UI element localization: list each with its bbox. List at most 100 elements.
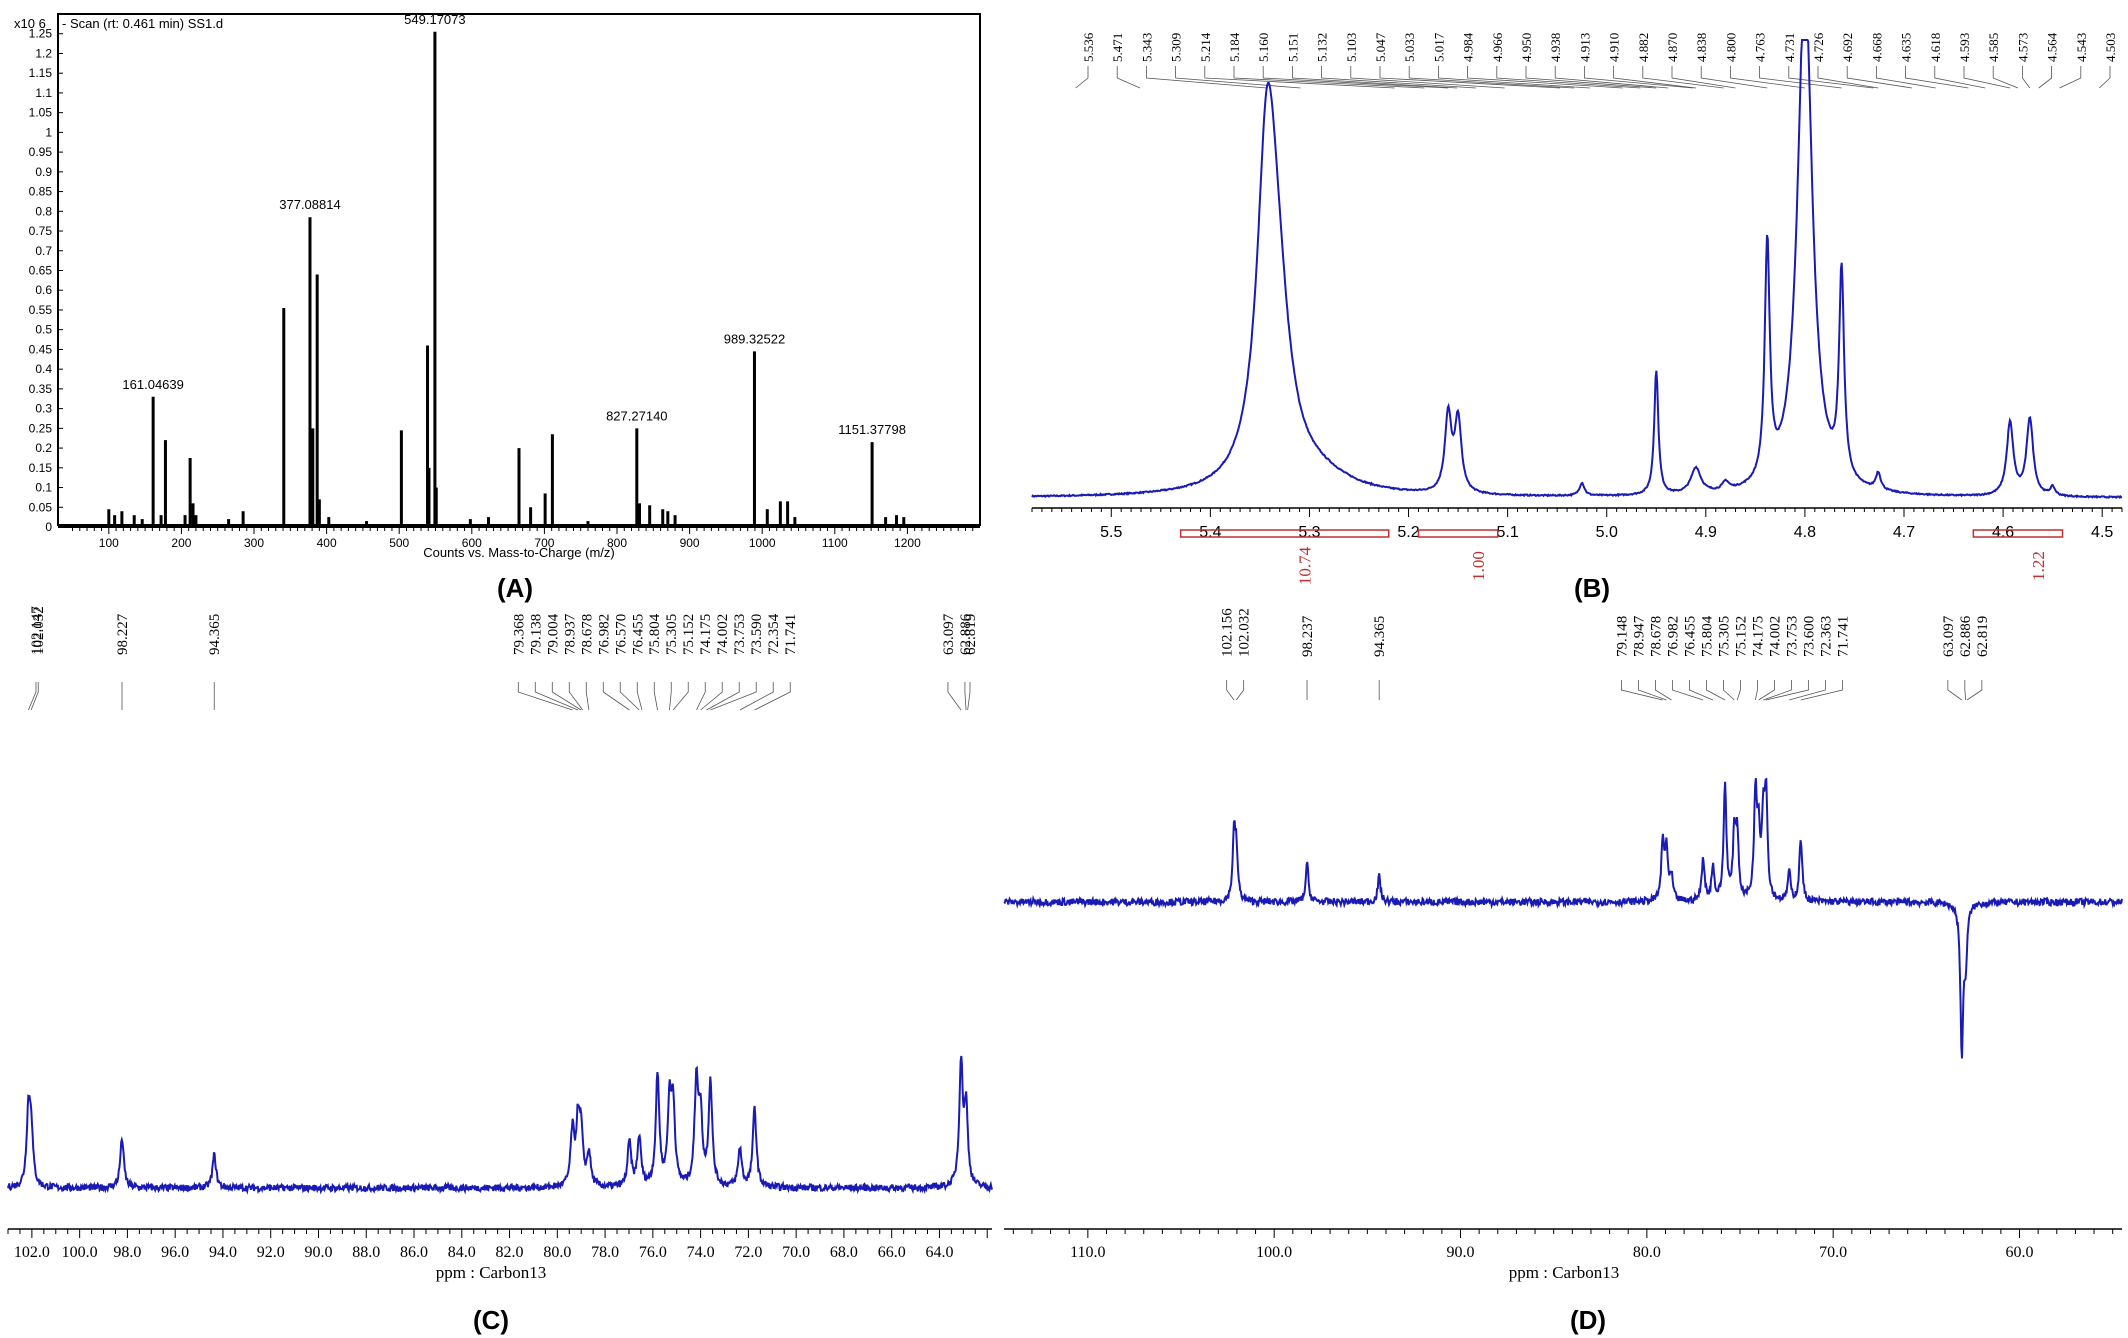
peak-list-leader xyxy=(1321,66,1476,89)
peak-list-label: 4.503 xyxy=(2103,33,2118,62)
peak-list-leader xyxy=(1934,66,1986,89)
peak-list-leader xyxy=(1817,66,1879,89)
peak-list-label: 4.882 xyxy=(1636,33,1651,62)
peak-list-leader xyxy=(2022,66,2031,89)
peak-list-label: 63.097 xyxy=(1941,615,1957,657)
peak-list-label: 79.148 xyxy=(1614,616,1630,657)
peak-list-label: 4.585 xyxy=(1986,33,2001,62)
peak-list-leader xyxy=(1146,66,1267,89)
x-tick-label: 70.0 xyxy=(782,1244,810,1261)
x-tick-label: 68.0 xyxy=(830,1244,858,1261)
peak-list-leader xyxy=(568,682,584,711)
peak-list-label: 5.471 xyxy=(1110,33,1125,62)
x-tick-label: 102.0 xyxy=(14,1244,50,1261)
x-tick-label: 60.0 xyxy=(2006,1244,2034,1261)
peak-list-label: 4.763 xyxy=(1753,33,1768,62)
peak-list-leader xyxy=(710,682,757,711)
x-tick-label: 78.0 xyxy=(591,1244,619,1261)
y-tick-label: 0.85 xyxy=(29,185,53,199)
peak-list-label: 4.800 xyxy=(1723,33,1738,62)
panel-d-caption: (D) xyxy=(1570,1305,1606,1335)
peak-list-label: 5.536 xyxy=(1081,32,1096,62)
peak-list-label: 74.175 xyxy=(698,614,714,655)
peak-list-leader xyxy=(1379,66,1561,89)
peak-list-label: 5.343 xyxy=(1139,33,1154,62)
x-tick-label: 80.0 xyxy=(1633,1244,1661,1261)
y-tick-label: 0.65 xyxy=(29,264,53,278)
panel-d-x-label: ppm : Carbon13 xyxy=(1509,1263,1620,1282)
peak-list-label: 62.886 xyxy=(958,613,974,655)
peak-list-leader xyxy=(696,682,706,711)
peak-list-label: 78.678 xyxy=(579,614,595,655)
peak-list-label: 76.982 xyxy=(1665,616,1681,657)
peak-list-leader xyxy=(28,682,37,711)
peak-list-label: 4.910 xyxy=(1607,33,1622,62)
y-tick-label: 0.8 xyxy=(35,204,52,218)
x-tick-label: 100.0 xyxy=(62,1244,98,1261)
x-tick-label: 82.0 xyxy=(496,1244,524,1261)
x-tick-label: 80.0 xyxy=(543,1244,571,1261)
peak-list-label: 102.156 xyxy=(1220,608,1236,657)
peak-list-label: 5.184 xyxy=(1227,32,1242,62)
peak-list-leader xyxy=(739,682,774,711)
peak-list-label: 74.175 xyxy=(1750,616,1766,657)
peak-list-leader xyxy=(1705,680,1726,701)
panel-b-1h-nmr: 5.536 5.471 5.343 5.309 5.214 5.184 5.160 5.151… xyxy=(1031,32,2123,603)
peak-list-label: 72.354 xyxy=(766,613,782,655)
peak-list-leader xyxy=(1438,66,1590,89)
x-tick-label: 64.0 xyxy=(925,1244,953,1261)
peak-list-leader xyxy=(2098,66,2111,89)
peak-list-leader xyxy=(1613,66,1696,89)
peak-list-label: 79.138 xyxy=(528,614,544,655)
peak-list-label: 5.017 xyxy=(1431,32,1446,62)
panel-c-x-label: ppm : Carbon13 xyxy=(436,1263,547,1282)
peak-list-label: 71.741 xyxy=(1835,616,1851,657)
peak-list-leader xyxy=(1262,66,1449,89)
x-tick-label: 5.4 xyxy=(1199,524,1221,541)
peak-list-label: 98.227 xyxy=(115,613,131,655)
y-tick-label: 0.5 xyxy=(35,323,52,337)
panel-d-dept-nmr: 102.156 102.032 98.237 94.365 79.148 78.947 78… xyxy=(1003,608,2123,1335)
panel-a-y-multiplier: x10 6 xyxy=(14,16,46,31)
peak-list-label: 102.032 xyxy=(1237,608,1253,657)
y-tick-label: 0.6 xyxy=(35,283,52,297)
y-tick-label: 0.1 xyxy=(35,481,52,495)
x-tick-label: 5.2 xyxy=(1397,524,1419,541)
x-tick-label: 4.5 xyxy=(2091,524,2113,541)
peak-list-label: 94.365 xyxy=(207,614,223,655)
peak-list-label: 75.305 xyxy=(664,614,680,655)
y-tick-label: 0.7 xyxy=(35,244,52,258)
peak-list-leader xyxy=(947,682,962,711)
x-tick-label: 400 xyxy=(317,536,337,550)
peak-list-label: 4.543 xyxy=(2074,33,2089,62)
peak-list-label: 102.147 xyxy=(29,606,45,655)
peak-list-label: 5.033 xyxy=(1402,33,1417,62)
peak-list-label: 5.151 xyxy=(1285,33,1300,62)
peak-list-label: 4.635 xyxy=(1899,33,1914,62)
peak-list-leader xyxy=(1637,680,1667,701)
y-tick-label: 0.75 xyxy=(29,224,53,238)
peak-list-leader xyxy=(653,682,658,711)
peak-list-label: 76.455 xyxy=(1682,616,1698,657)
peak-list-label: 4.913 xyxy=(1577,33,1592,62)
x-tick-label: 300 xyxy=(244,536,264,550)
peak-list-leader xyxy=(1116,66,1141,89)
peak-list-label: 79.004 xyxy=(545,613,561,655)
x-tick-label: 4.7 xyxy=(1893,524,1915,541)
x-tick-label: 96.0 xyxy=(161,1244,189,1261)
peak-list-leader xyxy=(1233,66,1425,89)
peak-list-leader xyxy=(1763,680,1792,701)
peak-list-label: 4.950 xyxy=(1519,33,1534,62)
x-tick-label: 90.0 xyxy=(1447,1244,1475,1261)
peak-list-leader xyxy=(1992,66,2019,89)
integral-bracket xyxy=(1417,529,1499,538)
peak-list-leader xyxy=(1754,680,1758,701)
peak-list-label: 62.886 xyxy=(1958,615,1974,657)
x-tick-label: 74.0 xyxy=(687,1244,715,1261)
panel-c-x-ticks: 102.0 100.0 98.0 96.0 94.0 92.0 90.0 88.0 86.0 84… xyxy=(7,1229,988,1261)
y-tick-label: 0 xyxy=(45,520,52,534)
x-tick-label: 1100 xyxy=(822,536,848,550)
peak-list-leader xyxy=(1204,66,1395,89)
peak-list-label: 75.804 xyxy=(1699,615,1715,657)
peak-list-label: 73.753 xyxy=(1784,616,1800,657)
